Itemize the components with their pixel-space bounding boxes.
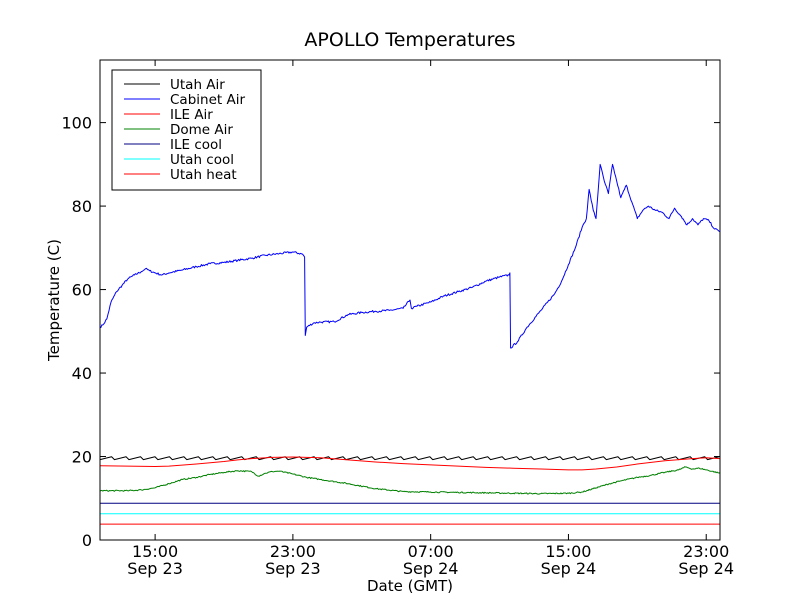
x-tick-label-date: Sep 23 bbox=[127, 559, 183, 578]
legend-label-utah-air: Utah Air bbox=[170, 77, 225, 93]
series-line-utah-air bbox=[99, 456, 720, 461]
legend-label-ile-air: ILE Air bbox=[170, 107, 213, 123]
legend-label-utah-cool: Utah cool bbox=[170, 152, 234, 168]
y-tick-label: 80 bbox=[72, 197, 92, 216]
x-tick-label-time: 23:00 bbox=[270, 542, 316, 561]
x-tick-label-time: 23:00 bbox=[683, 542, 729, 561]
x-tick-label-time: 15:00 bbox=[132, 542, 178, 561]
legend-box bbox=[111, 69, 262, 191]
x-tick-label-date: Sep 24 bbox=[403, 559, 459, 578]
chart-title: APOLLO Temperatures bbox=[304, 29, 515, 51]
legend-label-utah-heat: Utah heat bbox=[170, 167, 237, 183]
y-tick-label: 60 bbox=[72, 281, 92, 300]
legend-label-dome-air: Dome Air bbox=[170, 122, 233, 138]
y-axis-label: Temperature (C) bbox=[45, 239, 63, 362]
series-line-cabinet-air bbox=[99, 163, 721, 349]
series-line-ile-air bbox=[99, 456, 721, 471]
legend-label-cabinet-air: Cabinet Air bbox=[170, 92, 245, 108]
x-axis-label: Date (GMT) bbox=[367, 577, 453, 595]
y-tick-label: 40 bbox=[72, 364, 92, 383]
y-tick-label: 0 bbox=[82, 531, 92, 550]
x-tick-label-time: 15:00 bbox=[545, 542, 591, 561]
legend-label-ile-cool: ILE cool bbox=[170, 137, 222, 153]
x-tick-label-date: Sep 23 bbox=[265, 559, 321, 578]
plot-frame bbox=[99, 59, 721, 541]
x-tick-label-time: 07:00 bbox=[408, 542, 454, 561]
x-tick-label-date: Sep 24 bbox=[541, 559, 597, 578]
x-tick-label-date: Sep 24 bbox=[678, 559, 734, 578]
series-line-dome-air bbox=[99, 466, 721, 495]
y-tick-label: 20 bbox=[72, 448, 92, 467]
y-tick-label: 100 bbox=[61, 114, 92, 133]
series-layer bbox=[99, 163, 721, 525]
